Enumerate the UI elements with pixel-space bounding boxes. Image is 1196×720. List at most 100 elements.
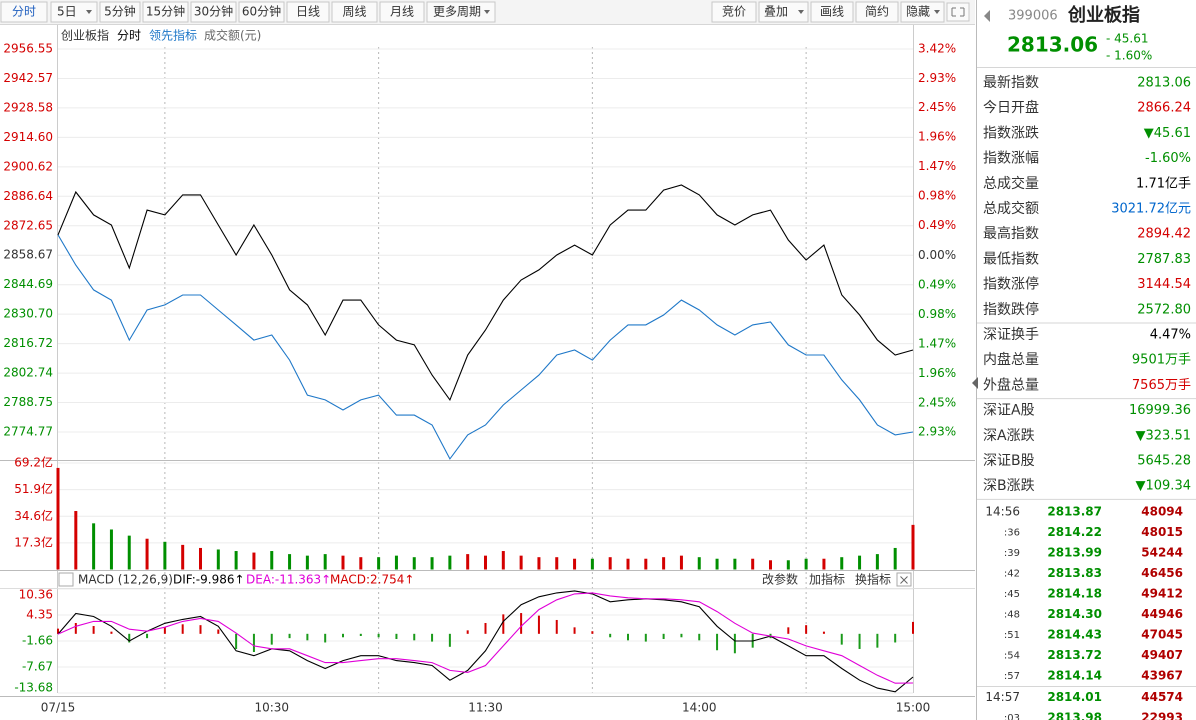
volume-bar [163,541,167,570]
expand-button[interactable] [946,2,970,22]
volume-bar [769,560,772,570]
macd-bar [644,633,647,642]
y2-tick-label: 1.96% [918,366,956,380]
macd-bar [146,633,149,639]
macd-bar [822,631,825,634]
y-tick-label: 2914.60 [3,130,53,144]
indicator-action[interactable]: 改参数 [762,572,798,587]
macd-bar [359,633,362,636]
period-button[interactable] [0,1,48,23]
quote-label: 今日开盘 [983,99,1039,116]
macd-bar [466,630,469,634]
macd-bar [662,633,665,640]
macd-bar [306,633,309,641]
quote-label: 最低指数 [983,251,1039,267]
tool-button[interactable] [810,1,854,23]
y-tick-label: 2830.70 [3,307,53,321]
period-button[interactable] [238,1,285,23]
prev-arrow[interactable] [984,10,990,22]
macd-bar [555,619,558,634]
volume-bar [679,555,683,570]
macd-bar [627,633,629,641]
volume-bar [199,547,202,570]
quote-value: 2894.42 [1137,227,1191,242]
tick-cell: 2814.18 [1047,587,1102,601]
macd-bar [840,633,843,645]
period-button[interactable] [331,1,378,23]
volume-bar [394,555,398,570]
macd-bar [395,633,398,640]
macd-bar [573,627,576,634]
tick-cell: 2813.98 [1047,711,1102,720]
y-tick-label: 51.9亿 [14,481,53,496]
period-button[interactable] [379,1,425,23]
help-icon[interactable] [58,572,74,587]
tick-cell: 48094 [1141,505,1183,519]
legend-entry: DIF:-9.986↑ [173,573,245,587]
tick-cell: 2813.83 [1047,566,1102,580]
tick-cell: 43967 [1141,669,1183,683]
tick-cell: :36 [1004,528,1020,539]
collapse-arrow[interactable] [972,377,978,389]
tool-button[interactable] [900,1,945,23]
y-tick-label: 2802.74 [3,366,53,380]
quote-value: 2787.83 [1137,252,1191,267]
period-button[interactable] [142,1,189,23]
macd-bar [609,633,612,638]
period-button[interactable] [99,1,141,23]
y-tick-label: 2788.75 [3,395,53,409]
y2-tick-label: 2.45% [918,396,956,410]
last-price: 2813.06 [1007,33,1098,57]
volume-bar [305,555,309,570]
quote-value: 4.47% [1150,328,1191,343]
y-tick-label: 4.35 [26,608,53,622]
period-label: 30分钟 [194,4,233,19]
quote-label: 内盘总量 [983,351,1039,368]
macd-bar [57,628,59,634]
period-button[interactable] [286,1,330,23]
macd-bar [235,633,238,649]
macd-bar [858,633,861,649]
tick-cell: 46456 [1141,566,1183,580]
period-button[interactable] [426,1,496,23]
macd-bar [163,627,166,634]
macd-bar [252,633,255,652]
macd-bar [733,633,736,654]
tool-button[interactable] [711,1,757,23]
period-button[interactable] [190,1,237,23]
y-tick-label: -13.68 [14,681,53,695]
x-tick-label: 14:00 [682,701,717,715]
period-label: 月线 [390,5,414,19]
macd-bar [217,629,220,634]
macd-bar [680,633,683,638]
y2-tick-label: 0.00% [918,248,956,262]
quote-value: 2866.24 [1137,101,1191,116]
macd-bar [413,633,416,641]
macd-bar [484,623,487,634]
quote-label: 最新指数 [983,75,1039,91]
quote-label: 总成交量 [983,175,1039,192]
quote-label: 深证A股 [983,403,1035,419]
macd-bar [181,624,184,634]
macd-bar [894,633,897,643]
quote-label: 深A涨跌 [983,428,1035,444]
macd-bar [502,614,505,634]
volume-bar [804,558,808,570]
tool-button[interactable] [758,1,809,23]
tool-button[interactable] [855,1,899,23]
macd-bar [787,627,790,634]
y2-tick-label: 1.96% [918,130,956,144]
quote-value: 7565万手 [1132,378,1191,393]
close-icon [900,576,908,584]
macd-bar [74,623,77,634]
indicator-action[interactable]: 换指标 [855,572,891,587]
volume-bar [288,554,292,570]
tool-label: 简约 [865,4,889,19]
volume-bar [92,523,96,570]
period-label: 15分钟 [146,4,185,19]
period-button[interactable] [50,1,98,23]
volume-bar [697,557,701,570]
volume-bar [858,555,862,570]
indicator-action[interactable]: 加指标 [809,572,845,587]
